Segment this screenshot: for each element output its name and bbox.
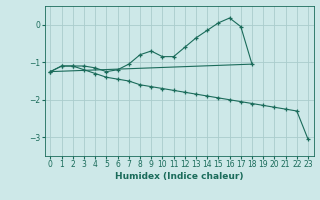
X-axis label: Humidex (Indice chaleur): Humidex (Indice chaleur) bbox=[115, 172, 244, 181]
